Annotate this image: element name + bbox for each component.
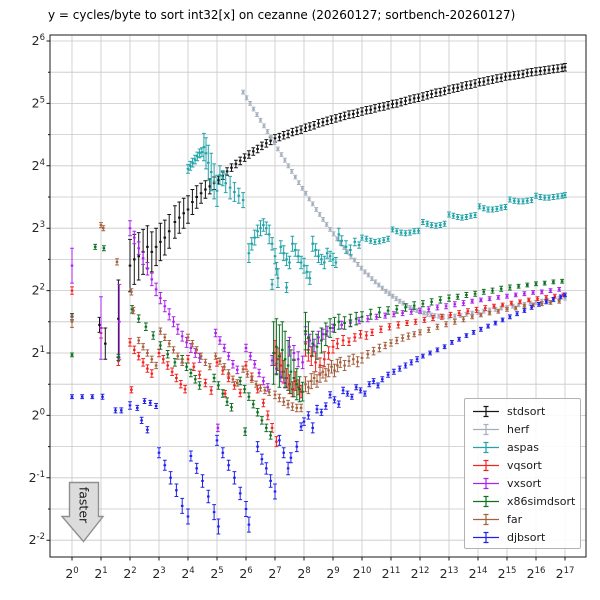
x-tick-label-2e15: 215 <box>498 566 517 581</box>
legend-errorbar-icon <box>473 441 499 453</box>
axes-spines <box>49 34 587 558</box>
legend-item-djbsort: djbsort <box>472 529 580 547</box>
legend-label-herf: herf <box>507 422 530 436</box>
series-x86simdsort-markers <box>70 245 564 437</box>
x-tick-label-2e14: 214 <box>469 566 488 581</box>
y-tick-label-2e1: 21 <box>32 345 45 360</box>
legend-errorbar-icon <box>473 405 499 417</box>
legend-item-vxsort: vxsort <box>472 474 580 492</box>
legend-item-stdsort: stdsort <box>472 402 580 420</box>
axis-ticks <box>46 40 566 561</box>
y-tick-label-2e0: 20 <box>32 407 45 422</box>
x-tick-label-2e9: 29 <box>326 566 339 581</box>
x-tick-label-2e10: 210 <box>353 566 372 581</box>
x-tick-label-2e11: 211 <box>382 566 401 581</box>
legend-errorbar-icon <box>473 532 499 544</box>
x-tick-label-2e4: 24 <box>181 566 194 581</box>
x-tick-label-2e1: 21 <box>94 566 107 581</box>
x-tick-label-2e0: 20 <box>65 566 78 581</box>
x-tick-label-2e6: 26 <box>239 566 252 581</box>
x-tick-label-2e2: 22 <box>123 566 136 581</box>
legend-errorbar-icon <box>473 477 499 490</box>
legend-label-aspas: aspas <box>507 440 539 454</box>
series-djbsort-markers <box>70 294 567 528</box>
legend-item-vqsort: vqsort <box>472 456 580 474</box>
faster-label: faster <box>77 487 92 524</box>
series-far-markers <box>70 224 561 409</box>
x-tick-label-2e8: 28 <box>297 566 310 581</box>
legend-item-x86simdsort: x86simdsort <box>472 492 580 510</box>
legend-label-vqsort: vqsort <box>507 458 542 472</box>
x-tick-label-2e17: 217 <box>556 566 575 581</box>
series-herf-markers <box>241 91 567 318</box>
x-tick-label-2e13: 213 <box>440 566 459 581</box>
legend-item-aspas: aspas <box>472 438 580 456</box>
x-tick-label-2e16: 216 <box>527 566 546 581</box>
legend-label-stdsort: stdsort <box>507 404 546 418</box>
legend-errorbar-icon <box>473 495 499 508</box>
faster-annotation: faster <box>58 478 108 548</box>
legend-errorbar-icon <box>473 423 499 435</box>
legend-errorbar-icon <box>473 514 499 526</box>
legend-item-far: far <box>472 511 580 529</box>
legend-errorbar-icon <box>473 459 499 471</box>
legend-label-vxsort: vxsort <box>507 476 542 490</box>
series-stdsort-markers <box>70 66 567 345</box>
y-tick-label-2e2: 22 <box>32 283 45 298</box>
x-tick-label-2e7: 27 <box>268 566 281 581</box>
series-aspas-markers <box>186 146 567 289</box>
legend-label-far: far <box>507 513 523 527</box>
x-tick-label-2e12: 212 <box>411 566 430 581</box>
y-tick-label-2e4: 24 <box>32 158 45 173</box>
legend-item-herf: herf <box>472 420 580 438</box>
legend: stdsort herf aspas vqsort vxsort x86simdsort f… <box>464 398 581 549</box>
x-tick-label-2e5: 25 <box>210 566 223 581</box>
faster-arrow-icon: faster <box>60 481 105 543</box>
series-aspas-errorbars <box>186 132 567 293</box>
y-tick-label-2e3: 23 <box>32 220 45 235</box>
y-tick-label-2e-2: 2-2 <box>29 532 45 547</box>
y-tick-label-2e5: 25 <box>32 95 45 110</box>
y-tick-label-2e6: 26 <box>32 33 45 48</box>
x-tick-label-2e3: 23 <box>152 566 165 581</box>
legend-label-x86simdsort: x86simdsort <box>507 495 576 509</box>
legend-label-djbsort: djbsort <box>507 531 546 545</box>
y-tick-label-2e-1: 2-1 <box>29 470 45 485</box>
chart-title: y = cycles/byte to sort int32[x] on ceza… <box>48 8 516 22</box>
